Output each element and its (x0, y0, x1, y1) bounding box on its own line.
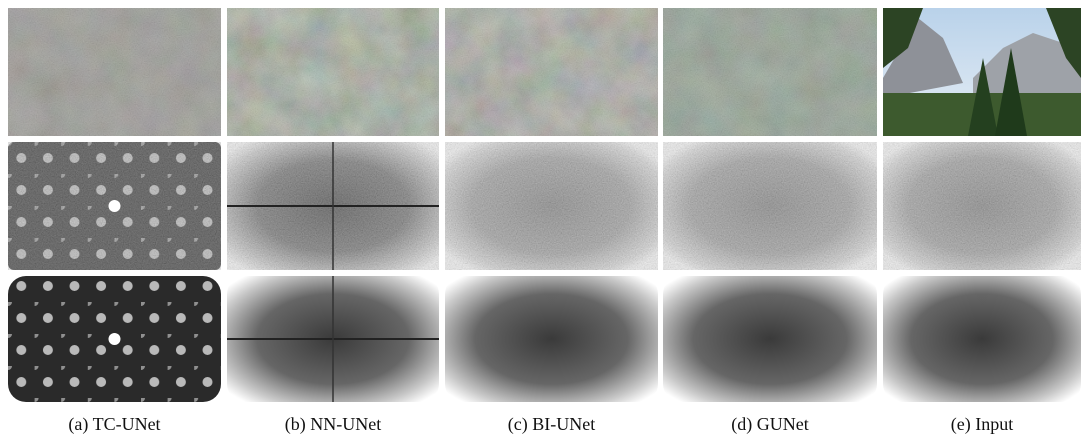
spectrum-base (663, 276, 877, 402)
image-panel (445, 8, 658, 136)
image-panel (883, 8, 1081, 136)
caption: (b) NN-UNet (285, 414, 381, 435)
spectrum-noise (663, 142, 877, 270)
spectrum-panel (227, 142, 439, 270)
panel-noise (663, 8, 877, 136)
spectrum-base (883, 276, 1081, 402)
caption: (a) TC-UNet (68, 414, 160, 435)
caption: (c) BI-UNet (508, 414, 595, 435)
spectrum-panel (883, 276, 1081, 402)
caption: (d) GUNet (731, 414, 808, 435)
panel-noise (8, 8, 221, 136)
spectrum-peak (109, 200, 121, 212)
image-panel (227, 8, 439, 136)
figure: (a) TC-UNet (b) NN-UNet (c) BI-UNet (d) GUN… (0, 0, 1089, 438)
panels (8, 8, 1081, 402)
panel-noise (445, 8, 658, 136)
caption: (e) Input (951, 414, 1013, 435)
spectrum-panel (227, 276, 439, 402)
spectrum-panel (445, 142, 658, 270)
spectrum-panel (883, 142, 1081, 270)
image-panel (663, 8, 877, 136)
spectrum-noise (445, 142, 658, 270)
spectrum-peak (109, 333, 121, 345)
panel-noise (227, 8, 439, 136)
spectrum-noise (883, 142, 1081, 270)
spectrum-panel (8, 142, 221, 270)
spectrum-panel (663, 276, 877, 402)
spectrum-base (445, 276, 658, 402)
spectrum-panel (445, 276, 658, 402)
image-panel (8, 8, 221, 136)
spectrum-panel (8, 276, 221, 402)
spectrum-panel (663, 142, 877, 270)
captions: (a) TC-UNet (b) NN-UNet (c) BI-UNet (d) GUN… (68, 414, 1013, 435)
